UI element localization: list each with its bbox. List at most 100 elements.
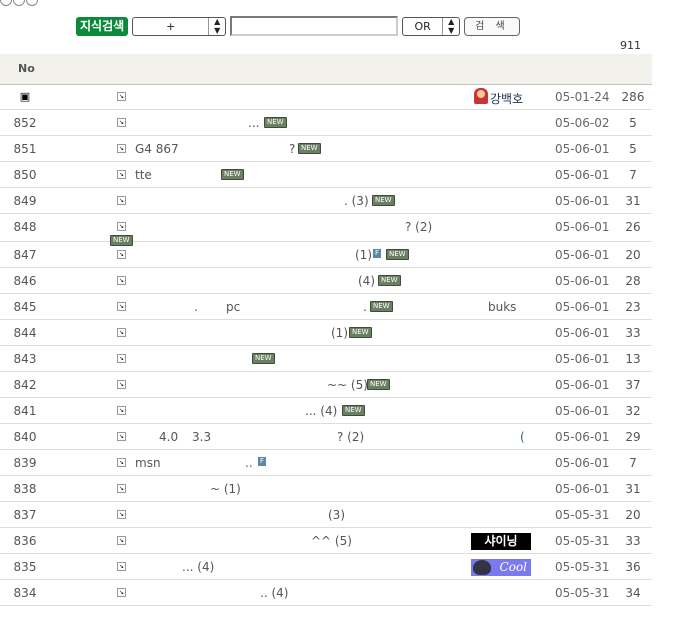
table-row[interactable]: 837 ↘ (3) 05-05-31 20 [0,502,652,528]
table-row[interactable]: 835 ↘ ... (4) Cool 05-05-31 36 [0,554,652,580]
post-title[interactable]: .. [245,456,253,470]
hits: 33 [625,534,641,548]
table-row[interactable]: 844 ↘ (1) NEW 05-06-01 33 [0,320,652,346]
table-row[interactable]: 843 ↘ NEW 05-06-01 13 [0,346,652,372]
reply-icon: ↘ [117,484,126,493]
new-badge-icon: NEW [367,379,390,390]
reply-icon: ↘ [117,354,126,363]
table-row[interactable]: 846 ↘ (4) NEW 05-06-01 28 [0,268,652,294]
post-number: 849 [13,194,37,208]
author-image-shining[interactable]: 샤이닝 [471,533,531,550]
table-header: No [0,54,652,85]
table-row[interactable]: 852 ↘... NEW 05-06-02 5 [0,110,652,136]
reply-icon: ↘ [117,510,126,519]
circle-icon [13,0,25,6]
table-row[interactable]: 841 ↘ ... (4) NEW 05-06-01 32 [0,398,652,424]
post-number: 837 [13,508,37,522]
date: 05-06-01 [555,430,610,444]
post-title[interactable]: . [363,300,367,314]
post-title[interactable]: pc [226,300,241,314]
post-title[interactable]: ~ (1) [210,482,241,496]
date: 05-05-31 [555,534,610,548]
circle-icon [26,0,38,6]
post-title[interactable]: G4 867 [135,142,179,156]
circle-icon [0,0,12,6]
table-row[interactable]: 842 ↘ ~~ (5) NEW 05-06-01 37 [0,372,652,398]
hits: 286 [621,90,645,104]
table-row[interactable]: 850 ↘ tte NEW 05-06-01 7 [0,162,652,188]
date: 05-06-01 [555,482,610,496]
new-badge-icon: NEW [264,117,287,128]
search-bar: 지식검색 + ▲ ▼ OR ▲ ▼ 검 색 [76,16,520,36]
post-title[interactable]: ? (2) [337,430,365,444]
post-number: 843 [13,352,37,366]
notice-row[interactable]: ▣ ↘ 강백호 05-01-24 286 [0,84,652,110]
table-row[interactable]: 849 ↘ . (3) NEW 05-06-01 31 [0,188,652,214]
post-list: ▣ ↘ 강백호 05-01-24 286 852 ↘... NEW 05-06-02… [0,84,652,606]
post-title[interactable]: .. (4) [260,586,289,600]
header-no: No [18,62,35,75]
hits: 7 [629,456,637,470]
post-number: 842 [13,378,37,392]
reply-icon: ↘ [117,92,126,101]
post-title[interactable]: ^^ (5) [311,534,352,548]
post-number: 835 [13,560,37,574]
table-row[interactable]: 848 ↘ ? (2) NEW 05-06-01 26 [0,214,652,246]
reply-icon: ↘ [117,302,126,311]
new-badge-icon: NEW [252,353,275,364]
post-title[interactable]: ... [248,116,260,130]
post-title[interactable]: (3) [328,508,345,522]
file-attached-icon: F [258,457,266,466]
post-title[interactable]: tte [135,168,152,182]
post-title[interactable]: ~~ (5) [327,378,368,392]
post-title[interactable]: msn [135,456,161,470]
table-row[interactable]: 838 ↘ ~ (1) 05-06-01 31 [0,476,652,502]
date: 05-05-31 [555,508,610,522]
author[interactable]: ( [520,430,525,444]
post-number: 848 [13,220,37,234]
post-title[interactable]: ... (4) [182,560,215,574]
post-title[interactable]: (1) [355,248,372,262]
operator-select[interactable]: OR ▲ ▼ [402,16,461,36]
reply-icon: ↘ [117,328,126,337]
window-controls [0,0,38,6]
post-title[interactable]: ... (4) [305,404,338,418]
reply-icon: ↘ [117,588,126,597]
author[interactable]: buks [488,300,517,314]
reply-icon: ↘ [117,222,126,231]
table-row[interactable]: 845 ↘. pc. NEW buks 05-06-01 23 [0,294,652,320]
table-row[interactable]: 840 ↘ 4.0 3.3 ? (2) (05-06-01 29 [0,424,652,450]
post-number: 841 [13,404,37,418]
post-title[interactable]: ? [289,142,296,156]
total-count: 911 [620,39,641,52]
post-title[interactable]: . [194,300,198,314]
author[interactable]: 강백호 [490,92,524,106]
post-title[interactable]: 3.3 [192,430,212,444]
reply-icon: ↘ [117,118,126,127]
table-row[interactable]: 847 ↘ (1) F NEW 05-06-01 20 [0,242,652,268]
reply-icon: ↘ [117,536,126,545]
file-attached-icon: F [373,249,381,258]
search-button[interactable]: 검 색 [464,16,520,36]
post-title[interactable]: 4.0 [159,430,179,444]
hits: 29 [625,430,641,444]
post-title[interactable]: (1) [331,326,348,340]
date: 05-06-01 [555,274,610,288]
post-number: 851 [13,142,37,156]
date: 05-06-01 [555,456,610,470]
field-select[interactable]: + ▲ ▼ [132,16,227,36]
post-title[interactable]: (4) [358,274,375,288]
table-row[interactable]: 839 ↘ msn.. F 05-06-01 7 [0,450,652,476]
date: 05-06-01 [555,404,610,418]
table-row[interactable]: 834 ↘ .. (4) 05-05-31 34 [0,580,652,606]
table-row[interactable]: 836 ↘ ^^ (5) 샤이닝 05-05-31 33 [0,528,652,554]
search-input[interactable] [230,16,399,36]
author-image-cool[interactable]: Cool [471,559,531,576]
post-title[interactable]: ? (2) [405,220,433,234]
post-title[interactable]: . (3) [344,194,369,208]
hits: 23 [625,300,641,314]
table-row[interactable]: 851 ↘ G4 867? NEW 05-06-01 5 [0,136,652,162]
hits: 32 [625,404,641,418]
new-badge-icon: NEW [298,143,321,154]
updown-arrow-icon: ▲ ▼ [208,17,225,35]
